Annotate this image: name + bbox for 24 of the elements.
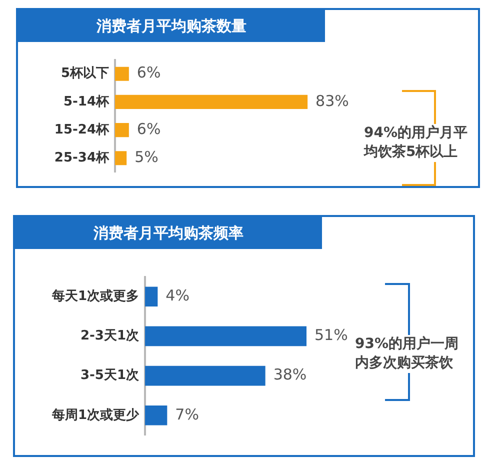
data-label: 6%: [136, 64, 161, 82]
chart-title: 消费者月平均购茶数量: [18, 10, 325, 42]
bar: [145, 406, 168, 426]
data-label: 51%: [314, 326, 348, 344]
text: 94%的用户月平均饮茶5杯以上: [364, 124, 476, 162]
text: 93%的用户一周内多次购买茶饮: [355, 335, 467, 373]
data-label: 83%: [316, 92, 349, 110]
y-tick-label: 5-14杯: [63, 94, 110, 110]
data-label: 6%: [136, 120, 161, 138]
y-tick-label: 每天1次或更多: [50, 288, 139, 304]
data-label: 4%: [166, 286, 190, 304]
y-tick-label: 2-3天1次: [80, 328, 140, 344]
bar: [145, 366, 266, 386]
data-label: 5%: [134, 148, 158, 166]
y-tick-label: 15-24杯: [54, 122, 110, 138]
y-tick-label: 25-34杯: [54, 150, 110, 166]
bar: [145, 326, 306, 346]
chart-title: 消费者月平均购茶频率: [15, 217, 322, 249]
bar: [145, 286, 158, 306]
data-label: 7%: [175, 405, 199, 424]
data-label: 38%: [273, 366, 307, 384]
y-tick-label: 5杯以下: [60, 66, 109, 82]
y-tick-label: 3-5天1次: [80, 368, 140, 384]
y-tick-label: 每周1次或更少: [50, 408, 140, 423]
